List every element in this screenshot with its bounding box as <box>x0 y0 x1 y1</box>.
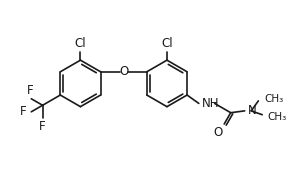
Text: N: N <box>247 104 256 117</box>
Text: Cl: Cl <box>161 37 173 50</box>
Text: F: F <box>39 120 46 133</box>
Text: F: F <box>27 84 34 97</box>
Text: F: F <box>20 105 27 118</box>
Text: CH₃: CH₃ <box>264 94 283 104</box>
Text: CH₃: CH₃ <box>268 112 287 122</box>
Text: O: O <box>213 126 222 139</box>
Text: NH: NH <box>202 97 219 110</box>
Text: O: O <box>119 65 128 78</box>
Text: Cl: Cl <box>75 37 86 50</box>
